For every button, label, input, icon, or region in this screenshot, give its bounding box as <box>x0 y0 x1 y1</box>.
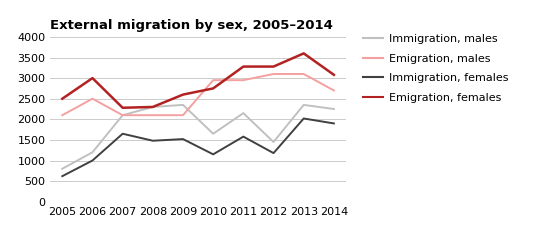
Legend: Immigration, males, Emigration, males, Immigration, females, Emigration, females: Immigration, males, Emigration, males, I… <box>363 34 508 103</box>
Text: External migration by sex, 2005–2014: External migration by sex, 2005–2014 <box>50 18 333 31</box>
